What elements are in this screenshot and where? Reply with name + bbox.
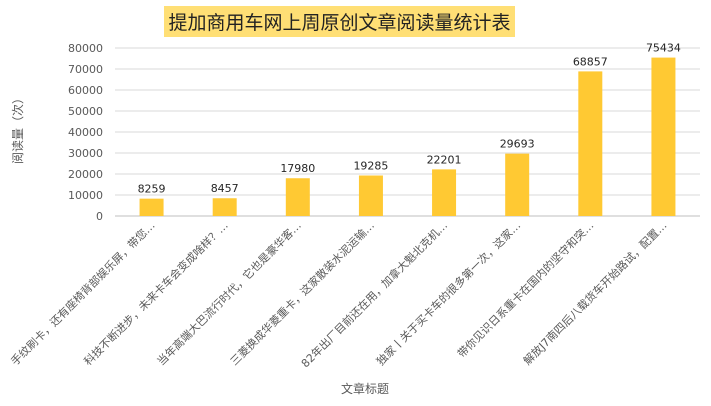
y-tick-label: 80000 <box>68 42 103 55</box>
bar <box>358 175 383 216</box>
data-label: 8457 <box>211 182 239 195</box>
y-tick-label: 30000 <box>68 147 103 160</box>
x-axis-title: 文章标题 <box>341 381 389 396</box>
y-tick-label: 0 <box>96 210 103 223</box>
y-tick-label: 20000 <box>68 168 103 181</box>
data-label: 29693 <box>500 138 535 151</box>
x-tick-label: 带你见识日系重卡在国内的坚守和突… <box>454 218 596 360</box>
data-label: 19285 <box>353 160 388 173</box>
data-label: 68857 <box>573 55 608 68</box>
bar <box>505 153 530 216</box>
bar <box>285 178 310 216</box>
x-tick-label: 科技不断进步，未来卡车会变成啥样？… <box>81 218 231 368</box>
x-tick-label: 82年出厂目前还在用，加拿大魁北克机… <box>298 218 450 370</box>
x-tick-label: 解放J7南四后八载货车开始路试，配置… <box>520 218 669 367</box>
y-tick-label: 40000 <box>68 126 103 139</box>
data-label: 17980 <box>280 162 315 175</box>
x-tick-label: 手纹刷卡，还有座椅背部娱乐屏，带您… <box>8 218 158 368</box>
y-tick-label: 60000 <box>68 84 103 97</box>
x-tick-label: 三菱换成华菱重卡，这家散装水泥运输… <box>227 218 377 368</box>
y-tick-label: 10000 <box>68 189 103 202</box>
data-label: 8259 <box>138 183 166 196</box>
data-label: 22201 <box>427 153 462 166</box>
bar <box>578 71 603 216</box>
x-tick-label: 独家丨关于买卡车的很多第一次，这家… <box>373 218 523 368</box>
bar <box>432 169 457 216</box>
bar <box>139 198 164 216</box>
y-axis-title: 阅读量（次） <box>11 92 25 164</box>
bar <box>212 198 237 216</box>
bar <box>651 57 676 217</box>
chart-title: 提加商用车网上周原创文章阅读量统计表 <box>164 6 515 37</box>
data-label: 75434 <box>646 42 681 55</box>
x-tick-label: 当年高端大巴流行时代，它也是豪华客… <box>154 218 304 368</box>
y-tick-label: 50000 <box>68 105 103 118</box>
y-tick-label: 70000 <box>68 63 103 76</box>
